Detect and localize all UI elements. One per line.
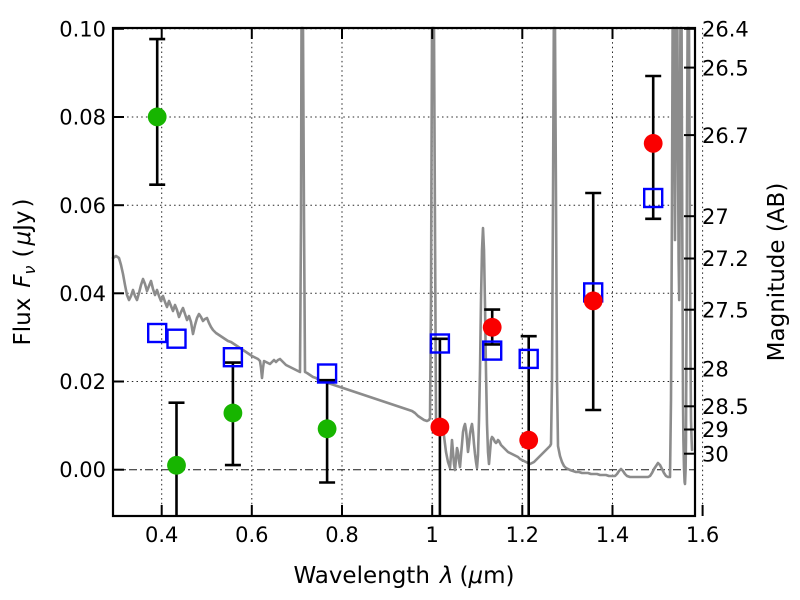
y-tick-label: 0.00 — [59, 458, 106, 482]
x-tick-label: 0.4 — [145, 523, 178, 547]
error-bars — [149, 37, 662, 516]
model-point-marker — [146, 322, 168, 344]
x-axis-tick-labels: 0.4 0.6 0.8 1 1.2 1.4 1.6 — [145, 523, 719, 547]
x-tick-label: 1 — [426, 523, 439, 547]
x-axis-ticks — [160, 28, 704, 516]
model-sed-curve — [111, 26, 694, 486]
data-point-green — [147, 107, 167, 127]
data-point-red — [519, 430, 539, 450]
data-point-green — [167, 455, 186, 475]
x-tick-label: 1.6 — [686, 523, 719, 547]
model-photometry-markers — [146, 187, 664, 384]
red-photometry-markers — [430, 134, 663, 450]
model-point-marker — [316, 363, 338, 384]
y-axis-tick-labels-right: 26.4 26.5 26.7 27 27.2 27.5 28 28.5 29 3… — [702, 18, 749, 467]
mag-tick-label: 26.4 — [702, 18, 749, 42]
axes-frame — [111, 26, 697, 518]
y-tick-label: 0.04 — [59, 282, 106, 306]
y-tick-label: 0.08 — [59, 106, 106, 130]
model-point-marker — [482, 340, 503, 361]
mag-tick-label: 26.7 — [702, 124, 749, 148]
mag-tick-label: 28 — [702, 358, 729, 382]
model-point-marker — [222, 347, 244, 368]
mag-tick-label: 28.5 — [702, 395, 749, 419]
grid-horizontal — [113, 28, 695, 471]
model-point-marker — [429, 333, 451, 354]
x-tick-label: 1.2 — [506, 523, 539, 547]
y-axis-title-left: FluxFν(μJy) — [10, 199, 39, 346]
mag-tick-label: 27.5 — [702, 298, 749, 322]
x-tick-label: 1.4 — [596, 523, 629, 547]
mag-tick-label: 26.5 — [702, 56, 749, 80]
y-axis-title-right: Magnitude (AB) — [764, 183, 790, 362]
y-tick-label: 0.06 — [59, 194, 106, 218]
x-tick-label: 0.6 — [235, 523, 268, 547]
mag-tick-label: 27 — [702, 205, 729, 229]
mag-tick-label: 30 — [702, 442, 729, 466]
data-point-red — [583, 291, 603, 311]
y-tick-label: 0.02 — [59, 370, 106, 394]
model-point-marker — [518, 348, 539, 370]
y-axis-ticks-right — [684, 27, 695, 455]
y-axis-tick-labels-left: 0.00 0.02 0.04 0.06 0.08 0.10 — [59, 18, 106, 483]
green-photometry-markers — [147, 107, 337, 475]
data-point-green — [223, 403, 243, 423]
model-point-marker — [166, 328, 187, 349]
data-point-red — [430, 417, 450, 437]
mag-tick-label: 27.2 — [702, 247, 749, 271]
mag-tick-label: 29 — [702, 418, 729, 442]
x-tick-label: 0.8 — [325, 523, 358, 547]
y-axis-ticks-left — [113, 27, 124, 471]
model-point-marker — [643, 187, 664, 209]
x-axis-title: Wavelength λ (μm) — [293, 563, 514, 589]
data-point-red — [482, 317, 502, 337]
data-point-red — [643, 134, 663, 153]
y-tick-label: 0.10 — [59, 18, 106, 42]
data-point-green — [317, 419, 337, 439]
